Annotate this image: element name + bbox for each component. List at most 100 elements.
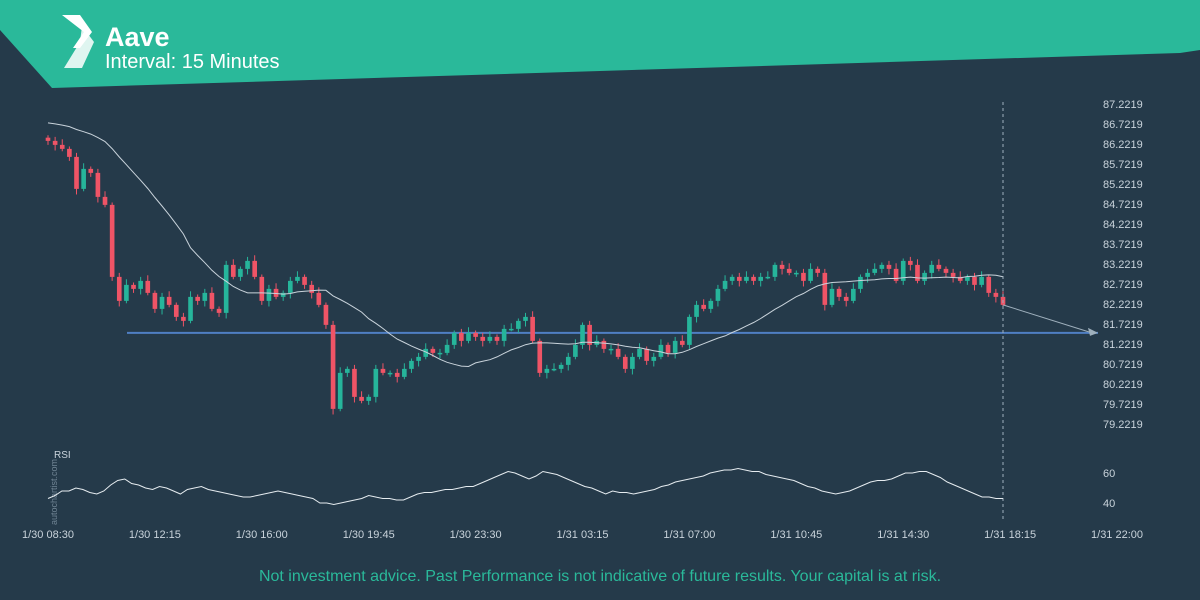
candle-body bbox=[851, 288, 856, 301]
candle-body bbox=[266, 288, 272, 301]
candle-body bbox=[943, 268, 949, 273]
candle-body bbox=[872, 268, 878, 273]
candle-body bbox=[908, 260, 913, 265]
rsi-panel: RSI 60 40 bbox=[47, 450, 1115, 510]
y-tick-label: 79.7219 bbox=[1103, 399, 1143, 411]
candle-body bbox=[551, 368, 557, 371]
candle-body bbox=[202, 292, 208, 301]
y-tick-label: 82.2219 bbox=[1103, 299, 1143, 311]
candle-body bbox=[615, 348, 621, 357]
x-tick-label: 1/30 19:45 bbox=[343, 529, 395, 541]
rsi-label: RSI bbox=[54, 450, 71, 461]
candle-body bbox=[801, 272, 806, 281]
candle-body bbox=[352, 368, 357, 397]
candle-body bbox=[530, 316, 535, 341]
candle-body bbox=[52, 140, 58, 145]
forecast-projection bbox=[1002, 102, 1098, 522]
page-title: Aave bbox=[105, 22, 170, 52]
y-tick-label: 86.2219 bbox=[1103, 139, 1143, 151]
candle-body bbox=[644, 348, 649, 361]
y-tick-label: 83.2219 bbox=[1103, 259, 1143, 271]
y-tick-label: 81.7219 bbox=[1103, 319, 1143, 331]
y-tick-label: 84.2219 bbox=[1103, 219, 1143, 231]
watermark: autochartist.com bbox=[49, 459, 59, 525]
candle-body bbox=[81, 168, 86, 189]
candle-body bbox=[736, 276, 742, 281]
candle-body bbox=[387, 372, 393, 375]
candle-body bbox=[287, 280, 293, 293]
candlestick-series bbox=[45, 135, 1006, 415]
x-tick-label: 1/31 10:45 bbox=[770, 529, 822, 541]
candle-body bbox=[416, 356, 421, 361]
candle-body bbox=[245, 260, 250, 269]
candle-body bbox=[330, 324, 336, 409]
x-tick-label: 1/31 03:15 bbox=[557, 529, 609, 541]
rsi-tick-label: 60 bbox=[1103, 468, 1115, 480]
candle-body bbox=[843, 296, 849, 301]
moving-average-line bbox=[47, 122, 1004, 368]
candle-body bbox=[829, 288, 835, 305]
candle-body bbox=[679, 340, 685, 345]
candle-body bbox=[430, 348, 436, 353]
y-tick-label: 83.7219 bbox=[1103, 239, 1143, 251]
y-tick-label: 81.2219 bbox=[1103, 339, 1143, 351]
candle-body bbox=[523, 316, 528, 321]
candle-body bbox=[900, 260, 906, 281]
candle-body bbox=[238, 268, 243, 277]
candle-body bbox=[466, 332, 471, 341]
candle-body bbox=[45, 137, 51, 141]
candle-body bbox=[216, 308, 222, 313]
candle-body bbox=[508, 328, 514, 331]
candle-body bbox=[280, 292, 286, 297]
candle-body bbox=[722, 280, 728, 289]
candle-body bbox=[665, 344, 671, 353]
x-tick-label: 1/31 22:00 bbox=[1091, 529, 1143, 541]
candle-body bbox=[565, 356, 571, 365]
y-tick-label: 82.7219 bbox=[1103, 279, 1143, 291]
candle-body bbox=[544, 368, 550, 373]
candle-body bbox=[658, 344, 664, 357]
y-tick-label: 80.2219 bbox=[1103, 379, 1143, 391]
candle-body bbox=[124, 284, 129, 301]
candle-body bbox=[223, 264, 229, 313]
candle-body bbox=[323, 304, 329, 325]
candle-body bbox=[822, 272, 828, 305]
candle-body bbox=[993, 292, 999, 297]
candle-body bbox=[166, 296, 172, 305]
candle-body bbox=[687, 316, 692, 345]
forecast-arrow-line bbox=[1002, 304, 1093, 334]
candle-body bbox=[786, 268, 792, 273]
y-tick-label: 80.7219 bbox=[1103, 359, 1143, 371]
candle-body bbox=[252, 260, 257, 277]
candle-body bbox=[409, 360, 414, 369]
candle-body bbox=[152, 292, 158, 309]
candle-body bbox=[295, 276, 300, 281]
x-tick-label: 1/31 07:00 bbox=[663, 529, 715, 541]
candle-body bbox=[138, 280, 143, 289]
candle-body bbox=[345, 368, 350, 373]
candle-body bbox=[59, 144, 65, 149]
candle-body bbox=[836, 288, 842, 297]
candle-body bbox=[444, 344, 450, 353]
candle-body bbox=[815, 268, 821, 273]
candle-body bbox=[487, 336, 493, 341]
candle-body bbox=[744, 276, 749, 281]
candle-body bbox=[173, 304, 179, 317]
candle-body bbox=[794, 272, 799, 275]
candle-body bbox=[109, 204, 115, 277]
candle-body bbox=[494, 336, 500, 341]
candle-body bbox=[651, 356, 657, 361]
candle-body bbox=[957, 276, 963, 281]
candle-body bbox=[473, 332, 478, 337]
candle-body bbox=[772, 264, 778, 277]
x-tick-label: 1/30 16:00 bbox=[236, 529, 288, 541]
x-tick-label: 1/30 23:30 bbox=[450, 529, 502, 541]
moving-average bbox=[47, 122, 1004, 368]
candle-body bbox=[979, 276, 984, 285]
candle-body bbox=[373, 368, 379, 397]
y-tick-label: 84.7219 bbox=[1103, 199, 1143, 211]
candle-body bbox=[986, 276, 992, 293]
candle-body bbox=[858, 276, 863, 289]
candle-body bbox=[936, 264, 942, 269]
